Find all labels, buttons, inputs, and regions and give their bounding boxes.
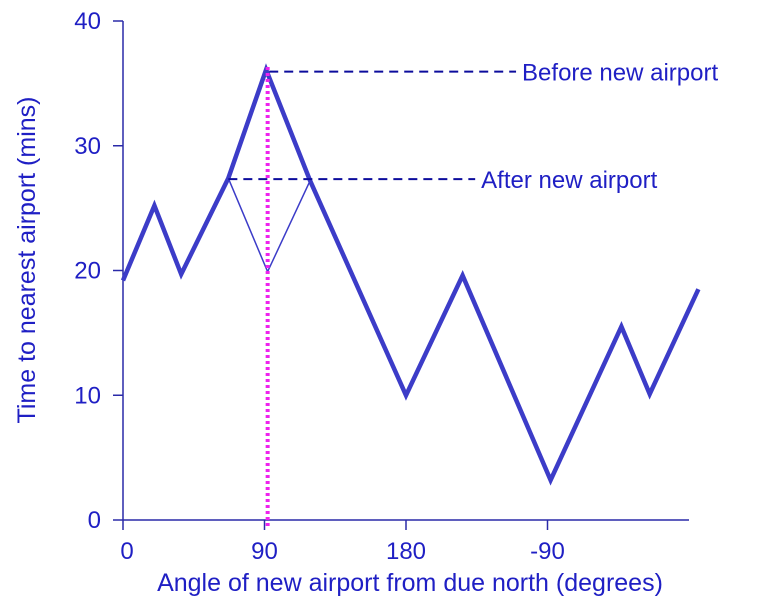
x-tick-label: 90	[251, 538, 278, 565]
y-tick-label: 0	[88, 507, 101, 534]
y-axis-title: Time to nearest airport (mins)	[13, 97, 41, 424]
x-tick-label: -90	[530, 538, 565, 565]
series-layer	[120, 63, 701, 486]
axes: 0 10 20 30 40 0 90 180 -90	[74, 8, 689, 565]
x-ticks: 0 90 180 -90	[120, 520, 565, 565]
x-tick-label: 0	[120, 538, 133, 565]
y-tick-label: 10	[74, 382, 101, 409]
annotation-label: After new airport	[481, 167, 657, 194]
annotations: Before new airport After new airport	[228, 60, 718, 194]
y-ticks: 0 10 20 30 40	[74, 8, 123, 534]
y-tick-label: 40	[74, 8, 101, 35]
annotation-label: Before new airport	[522, 60, 718, 87]
x-axis-title: Angle of new airport from due north (deg…	[157, 569, 663, 597]
y-tick-label: 20	[74, 258, 101, 285]
y-tick-label: 30	[74, 133, 101, 160]
series-line-before	[120, 63, 701, 486]
x-tick-label: 180	[386, 538, 426, 565]
